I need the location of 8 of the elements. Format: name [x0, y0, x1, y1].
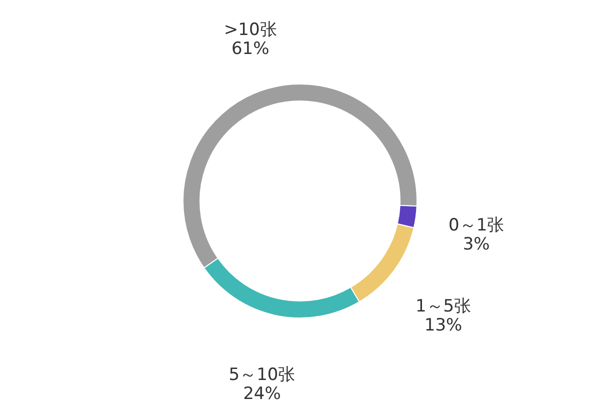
data-label: 61%	[231, 39, 270, 60]
data-label: 3%	[462, 234, 490, 254]
slice-label: >10张	[224, 20, 277, 40]
data-label: 13%	[424, 316, 462, 336]
slice-label: 0～1张	[448, 215, 504, 236]
slice-label: 5～10张	[228, 364, 296, 385]
slice-label: 1～5张	[415, 296, 472, 317]
data-label: 24%	[243, 384, 281, 402]
